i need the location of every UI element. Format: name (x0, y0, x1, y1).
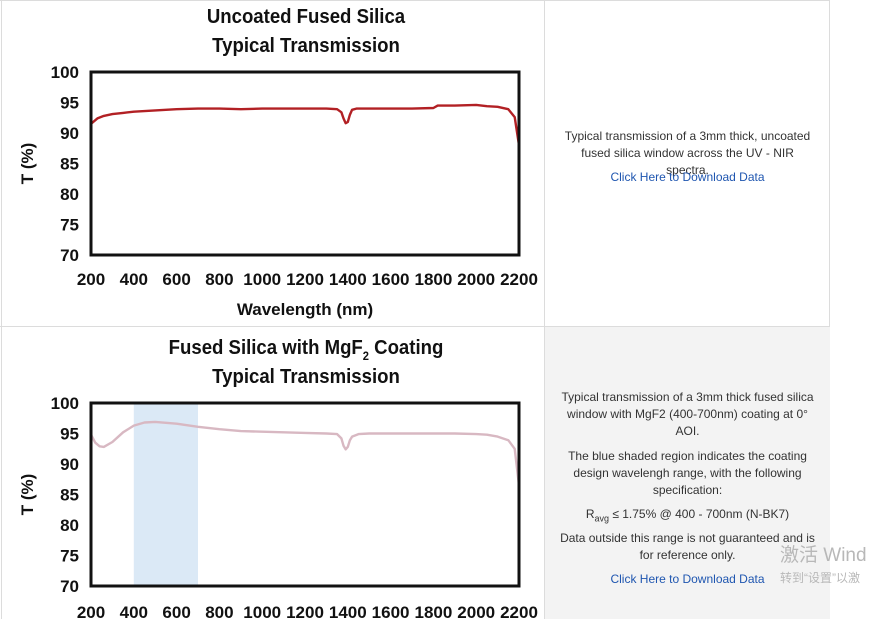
title-after-text: Coating (369, 337, 443, 359)
column-divider (544, 0, 545, 619)
x-tick-label: 200 (77, 270, 105, 289)
table-left-border (1, 0, 2, 619)
x-tick-label: 2200 (500, 603, 538, 619)
mgf2-description-1: Typical transmission of a 3mm thick fuse… (561, 390, 814, 438)
y-tick-label: 95 (60, 425, 79, 444)
mgf2-coated-transmission-chart: Fused Silica with MgF2 Coating Typical Tr… (18, 337, 538, 619)
uncoated-description: Typical transmission of a 3mm thick, unc… (564, 129, 811, 177)
plot-frame (89, 70, 521, 257)
uncoated-info-cell: Typical transmission of a 3mm thick, unc… (545, 1, 830, 326)
y-tick-label: 75 (60, 547, 79, 566)
chart-title-line: Fused Silica with MgF2 Coating (169, 337, 444, 363)
chart-title-line: Uncoated Fused Silica (207, 6, 406, 28)
y-tick-label: 70 (60, 246, 79, 265)
row-divider (0, 326, 830, 327)
x-tick-label: 1000 (243, 270, 281, 289)
y-tick-label: 85 (60, 155, 79, 174)
x-tick-label: 800 (205, 270, 233, 289)
y-tick-label: 85 (60, 486, 79, 505)
x-tick-label: 1200 (286, 603, 324, 619)
uncoated-download-link[interactable]: Click Here to Download Data (610, 170, 765, 184)
x-tick-label: 2000 (457, 603, 495, 619)
x-tick-label: 2000 (457, 270, 495, 289)
uncoated-transmission-chart: Uncoated Fused Silica Typical Transmissio… (18, 6, 538, 319)
mgf2-spec-line: Ravg ≤ 1.75% @ 400 - 700nm (N-BK7) (545, 506, 830, 527)
y-tick-label: 100 (51, 394, 79, 413)
table-right-border (829, 0, 830, 619)
x-tick-label: 1600 (372, 603, 410, 619)
chart-title-line: Typical Transmission (212, 35, 400, 57)
x-tick-label: 200 (77, 603, 105, 619)
y-tick-label: 80 (60, 516, 79, 535)
x-tick-label: 2200 (500, 270, 538, 289)
spec-r-label: R (585, 507, 595, 521)
spec-value: ≤ 1.75% @ 400 - 700nm (N-BK7) (609, 507, 790, 521)
transmission-series-line (89, 420, 521, 486)
x-tick-label: 400 (120, 603, 148, 619)
x-tick-label: 600 (162, 270, 190, 289)
x-tick-label: 1800 (414, 603, 452, 619)
spec-avg-subscript: avg (594, 513, 609, 524)
y-tick-label: 70 (60, 577, 79, 596)
table-top-border (0, 0, 830, 1)
title-subscript: 2 (363, 351, 369, 363)
x-axis-label: Wavelength (nm) (237, 300, 373, 319)
mgf2-description-3: Data outside this range is not guarantee… (560, 531, 815, 562)
mgf2-description-2: The blue shaded region indicates the coa… (568, 449, 807, 497)
x-tick-label: 400 (120, 270, 148, 289)
y-tick-label: 95 (60, 94, 79, 113)
activation-watermark: 激活 Wind (780, 545, 867, 566)
plot-frame (89, 401, 521, 588)
mgf2-download-link[interactable]: Click Here to Download Data (610, 572, 765, 586)
x-tick-label: 600 (162, 603, 190, 619)
y-tick-label: 90 (60, 455, 79, 474)
y-axis-label: T (%) (18, 474, 37, 516)
mgf2-info-cell: Typical transmission of a 3mm thick fuse… (545, 327, 830, 619)
chart-title-line: Typical Transmission (212, 366, 400, 388)
y-axis-label: T (%) (18, 143, 37, 185)
x-tick-label: 1200 (286, 270, 324, 289)
x-tick-label: 1000 (243, 603, 281, 619)
coating-design-range-shade (133, 403, 198, 586)
transmission-series-line (90, 103, 521, 146)
y-tick-label: 80 (60, 185, 79, 204)
x-tick-label: 1600 (372, 270, 410, 289)
x-tick-label: 1400 (329, 270, 367, 289)
y-tick-label: 100 (51, 63, 79, 82)
activation-watermark-sub: 转到“设置”以激 (780, 571, 860, 585)
x-tick-label: 800 (205, 603, 233, 619)
x-tick-label: 1400 (329, 603, 367, 619)
y-tick-label: 90 (60, 124, 79, 143)
y-tick-label: 75 (60, 216, 79, 235)
x-tick-label: 1800 (414, 270, 452, 289)
title-main-text: Fused Silica with MgF (169, 337, 363, 359)
